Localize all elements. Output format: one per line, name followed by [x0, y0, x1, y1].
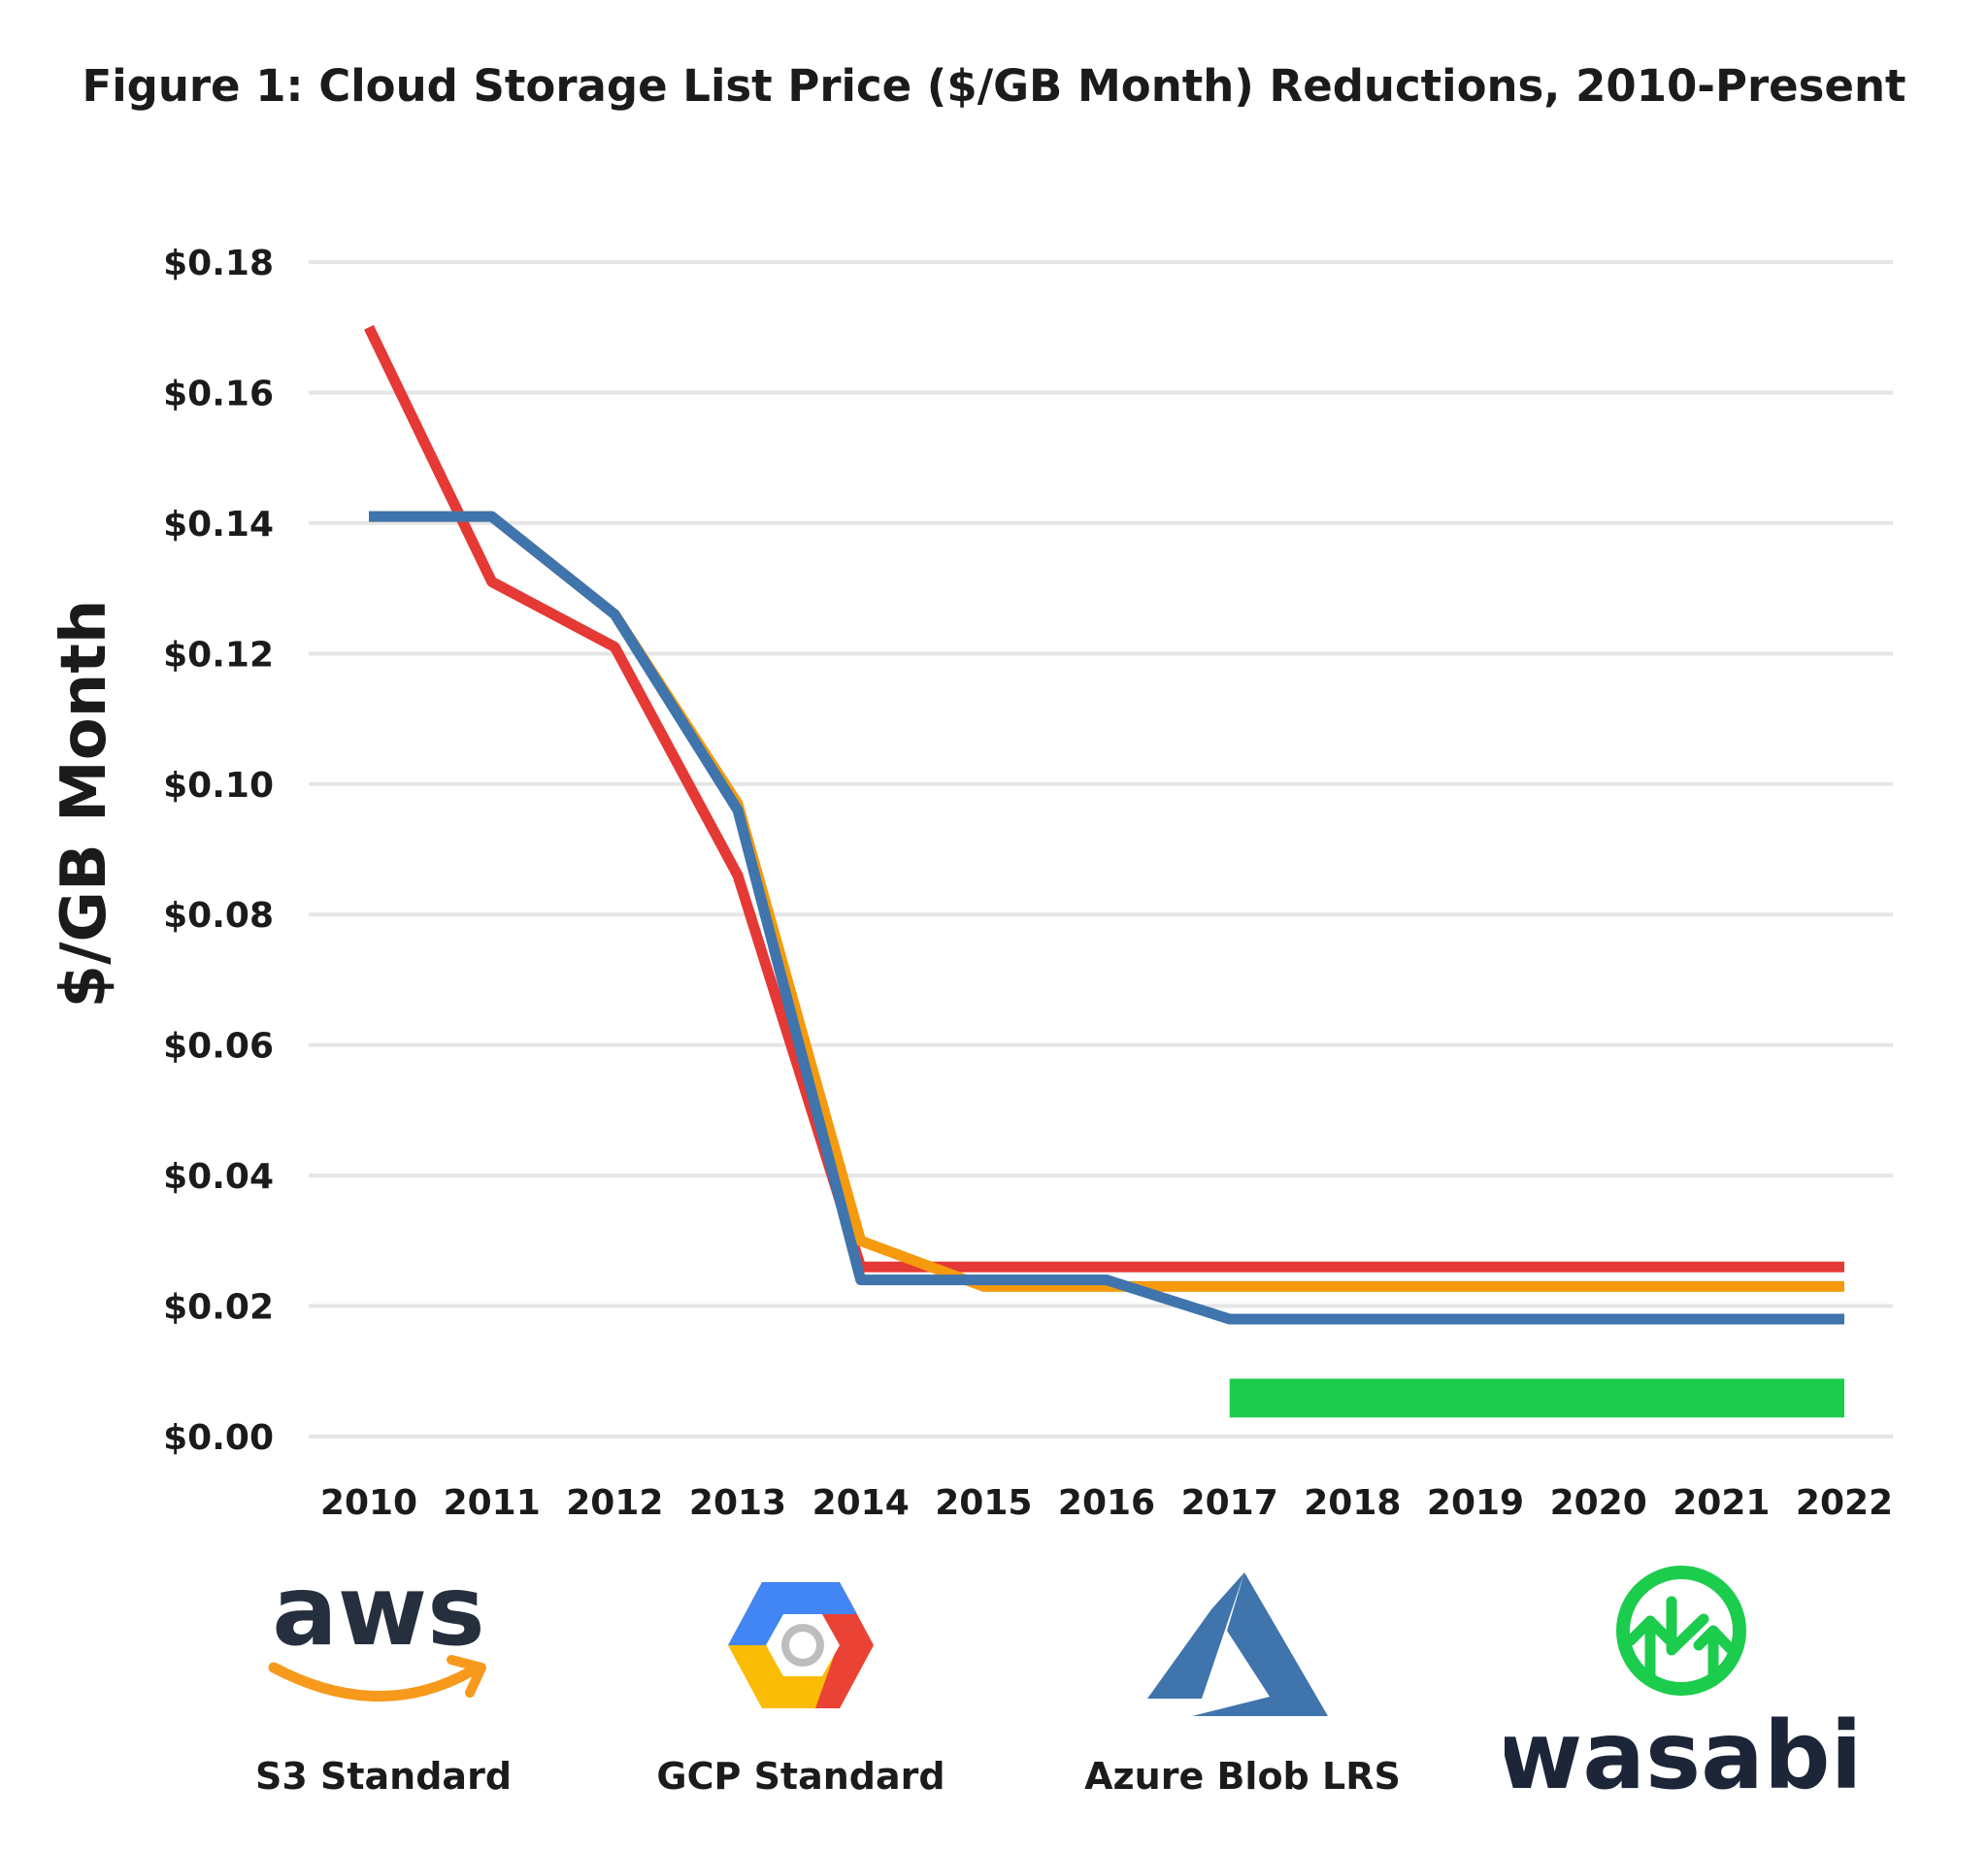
- y-tick-label: $0.12: [163, 635, 274, 675]
- x-axis-ticks: 2010 2011 2012 2013 2014 2015 2016 2017 2018 2019…: [320, 1483, 1893, 1523]
- x-tick-label: 2011: [444, 1483, 541, 1523]
- x-tick-label: 2012: [566, 1483, 663, 1523]
- y-tick-label: $0.08: [163, 896, 274, 936]
- x-tick-label: 2010: [320, 1483, 417, 1523]
- x-tick-label: 2020: [1550, 1483, 1647, 1523]
- y-axis-ticks: $0.00 $0.02 $0.04 $0.06 $0.08 $0.10 $0.12 $0.14…: [163, 244, 274, 1458]
- x-tick-label: 2022: [1796, 1483, 1893, 1523]
- legend-label-azure-blob-lrs: Azure Blob LRS: [1084, 1755, 1401, 1798]
- y-tick-label: $0.06: [163, 1027, 274, 1067]
- wasabi-logo: wasabi: [1505, 1566, 1863, 1810]
- gridlines: [309, 260, 1893, 1438]
- y-tick-label: $0.14: [163, 505, 274, 545]
- x-tick-label: 2015: [935, 1483, 1032, 1523]
- x-tick-label: 2018: [1304, 1483, 1401, 1523]
- y-tick-label: $0.18: [163, 244, 274, 283]
- x-tick-label: 2014: [812, 1483, 910, 1523]
- azure-logo: [1147, 1572, 1328, 1716]
- y-axis-label: $/GB Month: [49, 600, 120, 1008]
- x-tick-label: 2019: [1427, 1483, 1524, 1523]
- y-tick-label: $0.16: [163, 374, 274, 413]
- y-tick-label: $0.04: [163, 1157, 274, 1197]
- y-tick-label: $0.02: [163, 1288, 274, 1328]
- series-lines: [364, 324, 1844, 1418]
- legend-label-s3-standard: S3 Standard: [254, 1755, 513, 1798]
- y-tick-label: $0.00: [163, 1418, 274, 1458]
- chart-title: Figure 1: Cloud Storage List Price ($/GB…: [82, 60, 1906, 112]
- x-tick-label: 2017: [1181, 1483, 1278, 1523]
- legend-label-gcp-standard: GCP Standard: [656, 1755, 945, 1798]
- aws-logo-text: aws: [272, 1563, 484, 1668]
- x-tick-label: 2013: [689, 1483, 786, 1523]
- x-tick-label: 2016: [1058, 1483, 1155, 1523]
- wasabi-logo-text: wasabi: [1505, 1702, 1863, 1810]
- x-tick-label: 2021: [1673, 1483, 1770, 1523]
- y-tick-label: $0.10: [163, 766, 274, 806]
- aws-logo: aws: [268, 1563, 486, 1702]
- google-cloud-logo: [728, 1582, 874, 1708]
- series-line-s3-standard: [364, 324, 1844, 1273]
- series-line-azure-blob-lrs: [369, 511, 1844, 1325]
